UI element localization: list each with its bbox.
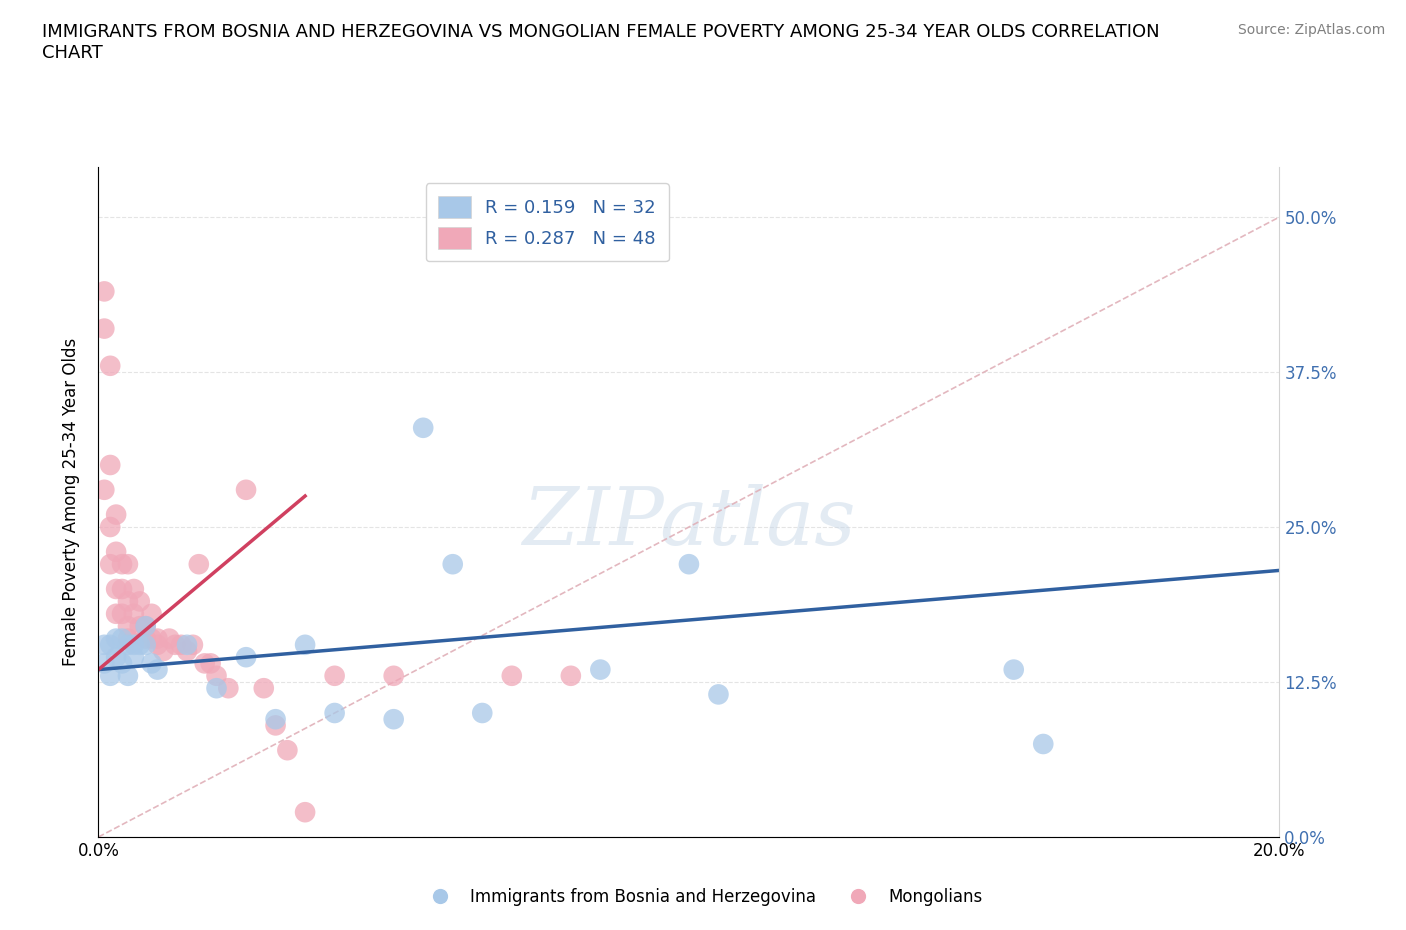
Point bbox=[128, 618, 150, 633]
Point bbox=[141, 656, 163, 671]
Point bbox=[122, 650, 145, 665]
Point bbox=[323, 706, 346, 721]
Point bbox=[382, 711, 405, 726]
Point bbox=[141, 631, 163, 646]
Point bbox=[93, 321, 115, 336]
Point bbox=[323, 669, 346, 684]
Point bbox=[98, 669, 121, 684]
Point bbox=[135, 637, 157, 652]
Point bbox=[412, 420, 434, 435]
Point bbox=[111, 606, 134, 621]
Point bbox=[117, 669, 139, 684]
Point bbox=[205, 669, 228, 684]
Point bbox=[111, 557, 134, 572]
Text: ZIPatlas: ZIPatlas bbox=[522, 484, 856, 561]
Point bbox=[111, 656, 134, 671]
Point bbox=[105, 606, 128, 621]
Point bbox=[98, 458, 121, 472]
Point bbox=[146, 637, 169, 652]
Point bbox=[678, 557, 700, 572]
Point bbox=[117, 618, 139, 633]
Point bbox=[276, 743, 298, 758]
Point bbox=[1002, 662, 1025, 677]
Point bbox=[294, 804, 316, 819]
Point bbox=[235, 650, 257, 665]
Point bbox=[146, 662, 169, 677]
Point bbox=[264, 718, 287, 733]
Point bbox=[105, 650, 128, 665]
Point bbox=[471, 706, 494, 721]
Point bbox=[560, 669, 582, 684]
Point bbox=[135, 618, 157, 633]
Point bbox=[93, 483, 115, 498]
Point bbox=[105, 544, 128, 559]
Point bbox=[128, 637, 150, 652]
Point bbox=[253, 681, 276, 696]
Point bbox=[200, 656, 222, 671]
Point bbox=[176, 637, 198, 652]
Point bbox=[98, 358, 121, 373]
Point bbox=[141, 606, 163, 621]
Point bbox=[1032, 737, 1054, 751]
Point bbox=[117, 637, 139, 652]
Text: Source: ZipAtlas.com: Source: ZipAtlas.com bbox=[1237, 23, 1385, 37]
Legend: Immigrants from Bosnia and Herzegovina, Mongolians: Immigrants from Bosnia and Herzegovina, … bbox=[418, 881, 988, 912]
Point bbox=[181, 637, 204, 652]
Point bbox=[111, 581, 134, 596]
Point bbox=[135, 618, 157, 633]
Point bbox=[194, 656, 217, 671]
Point bbox=[170, 637, 193, 652]
Point bbox=[235, 483, 257, 498]
Point bbox=[264, 711, 287, 726]
Point bbox=[165, 637, 187, 652]
Text: IMMIGRANTS FROM BOSNIA AND HERZEGOVINA VS MONGOLIAN FEMALE POVERTY AMONG 25-34 Y: IMMIGRANTS FROM BOSNIA AND HERZEGOVINA V… bbox=[42, 23, 1160, 62]
Point bbox=[382, 669, 405, 684]
Point bbox=[135, 631, 157, 646]
Y-axis label: Female Poverty Among 25-34 Year Olds: Female Poverty Among 25-34 Year Olds bbox=[62, 339, 80, 666]
Point bbox=[152, 644, 174, 658]
Point bbox=[105, 631, 128, 646]
Point bbox=[111, 631, 134, 646]
Point bbox=[122, 581, 145, 596]
Point bbox=[98, 520, 121, 535]
Point bbox=[117, 557, 139, 572]
Point bbox=[707, 687, 730, 702]
Point bbox=[98, 637, 121, 652]
Point bbox=[205, 681, 228, 696]
Point bbox=[187, 557, 209, 572]
Point bbox=[122, 606, 145, 621]
Legend: R = 0.159   N = 32, R = 0.287   N = 48: R = 0.159 N = 32, R = 0.287 N = 48 bbox=[426, 183, 669, 261]
Point bbox=[105, 581, 128, 596]
Point bbox=[157, 631, 180, 646]
Point bbox=[93, 656, 115, 671]
Point bbox=[122, 637, 145, 652]
Point bbox=[117, 594, 139, 609]
Point bbox=[146, 631, 169, 646]
Point bbox=[93, 637, 115, 652]
Point bbox=[294, 637, 316, 652]
Point bbox=[217, 681, 239, 696]
Point bbox=[105, 507, 128, 522]
Point bbox=[176, 644, 198, 658]
Point bbox=[128, 594, 150, 609]
Point bbox=[117, 631, 139, 646]
Point bbox=[98, 557, 121, 572]
Point bbox=[93, 284, 115, 299]
Point bbox=[589, 662, 612, 677]
Point bbox=[441, 557, 464, 572]
Point bbox=[501, 669, 523, 684]
